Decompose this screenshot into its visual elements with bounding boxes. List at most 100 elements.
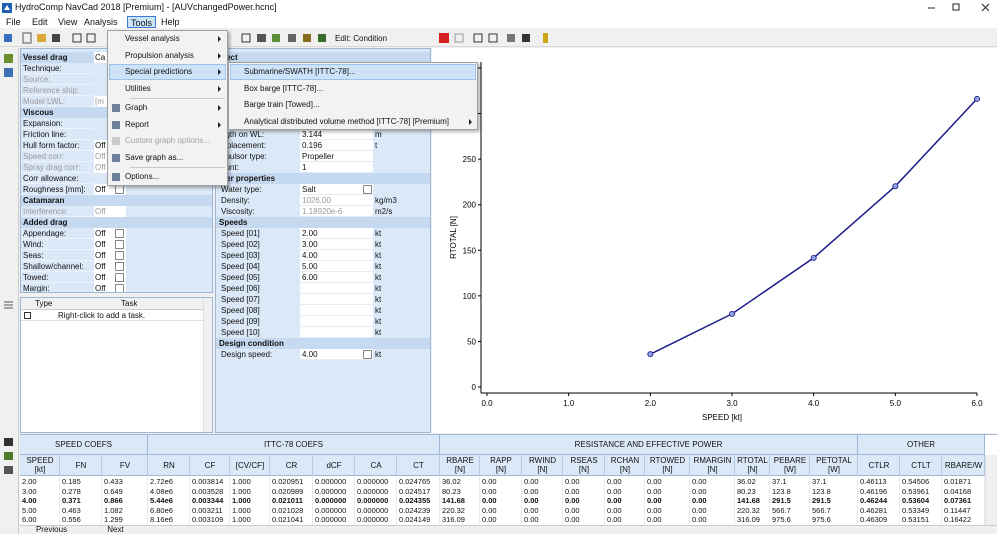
menu-item[interactable]: Graph <box>125 103 148 112</box>
menu-item[interactable]: Submarine/SWATH [ITTC-78]... <box>244 67 356 76</box>
menu-item[interactable]: Edit <box>32 17 48 27</box>
field-value[interactable]: 5.00 <box>302 262 318 271</box>
tool-icon[interactable] <box>507 34 515 42</box>
tool-icon[interactable] <box>86 33 96 43</box>
field-value[interactable]: 1.18920e-6 <box>302 207 343 216</box>
menu-item[interactable]: View <box>58 17 78 27</box>
menu-item[interactable]: Utilities <box>125 83 151 93</box>
tool-icon[interactable] <box>439 33 449 43</box>
field-value[interactable]: 3.144 <box>302 130 323 139</box>
field-value[interactable]: Off <box>94 250 126 261</box>
restore-button[interactable] <box>952 3 960 11</box>
field-value-box[interactable] <box>300 272 373 283</box>
dropdown-arrow[interactable] <box>115 273 124 282</box>
field-value-box[interactable] <box>300 305 373 316</box>
side-icon[interactable] <box>4 54 13 63</box>
dropdown-arrow[interactable] <box>363 350 372 359</box>
field-value[interactable]: 6.00 <box>302 273 318 282</box>
dropdown-arrow[interactable] <box>115 240 124 249</box>
field-value[interactable]: Off <box>94 228 126 239</box>
dropdown-arrow[interactable] <box>115 251 124 260</box>
field-value[interactable]: Off <box>94 261 126 272</box>
splitter-icon[interactable] <box>4 301 13 309</box>
menu-item[interactable]: Options... <box>125 172 160 181</box>
close-button[interactable] <box>981 3 990 12</box>
tool-icon[interactable] <box>4 34 12 42</box>
side-icon[interactable] <box>4 452 13 460</box>
tool-icon[interactable] <box>454 33 464 43</box>
tool-icon[interactable] <box>272 34 280 42</box>
menu-item[interactable]: File <box>6 17 21 27</box>
tool-icon[interactable] <box>522 34 530 42</box>
menu-item[interactable]: Barge train [Towed]... <box>244 100 320 109</box>
field-value[interactable]: 3.00 <box>302 240 318 249</box>
tool-icon[interactable] <box>318 34 326 42</box>
task-scrollbar[interactable] <box>203 298 212 432</box>
field-value-box[interactable] <box>300 184 373 195</box>
dropdown-arrow[interactable] <box>363 185 372 194</box>
task-checkbox[interactable] <box>24 312 31 319</box>
field-value[interactable]: Off <box>94 239 126 250</box>
tool-icon[interactable] <box>488 33 498 43</box>
menu-item[interactable]: Tools <box>127 16 157 28</box>
field-value-box[interactable] <box>300 151 373 162</box>
tool-icon[interactable] <box>22 32 32 44</box>
tool-icon[interactable] <box>473 33 483 43</box>
side-icon[interactable] <box>4 466 13 474</box>
field-value-box[interactable] <box>300 349 373 360</box>
field-value-box[interactable] <box>300 195 373 206</box>
field-value[interactable]: 4.00 <box>302 350 318 359</box>
field-value-box[interactable] <box>300 250 373 261</box>
field-value-box[interactable] <box>300 129 373 140</box>
field-value-box[interactable] <box>300 162 373 173</box>
menu-item[interactable]: Box barge [ITTC-78]... <box>244 83 324 93</box>
field-value-box[interactable] <box>300 228 373 239</box>
menu-item[interactable]: Help <box>161 17 180 27</box>
menu-item[interactable]: Report <box>125 119 150 129</box>
tool-icon[interactable] <box>52 34 60 42</box>
tool-icon[interactable] <box>72 33 82 43</box>
side-icon[interactable] <box>4 438 13 446</box>
menu-item[interactable]: Analytical distributed volume method [IT… <box>244 116 449 126</box>
tool-icon[interactable] <box>241 33 251 43</box>
field-value[interactable]: Off <box>94 283 126 292</box>
table-cell: 0.00 <box>645 515 690 525</box>
side-icon[interactable] <box>4 68 13 77</box>
field-value[interactable]: 0.196 <box>302 141 323 150</box>
field-value[interactable]: Off <box>94 184 126 195</box>
dropdown-arrow[interactable] <box>115 262 124 271</box>
field-value-box[interactable] <box>300 316 373 327</box>
menu-item[interactable]: Analysis <box>84 17 118 27</box>
field-value-box[interactable] <box>300 261 373 272</box>
tool-icon[interactable] <box>257 34 266 42</box>
field-value[interactable]: Propeller <box>302 152 335 161</box>
field-value[interactable]: 4.00 <box>302 251 318 260</box>
menu-item[interactable]: Save graph as... <box>125 152 184 162</box>
field-value-box[interactable] <box>300 327 373 338</box>
previous-button[interactable]: Previous <box>35 525 68 534</box>
next-button[interactable]: Next <box>107 525 124 534</box>
field-value[interactable]: 2.00 <box>302 229 318 238</box>
table-scrollbar[interactable] <box>985 455 997 534</box>
menu-item[interactable]: Propulsion analysis <box>125 50 194 60</box>
field-value-box[interactable] <box>300 239 373 250</box>
dropdown-arrow[interactable] <box>115 229 124 238</box>
tool-icon[interactable] <box>543 33 548 43</box>
field-value[interactable]: Off <box>94 272 126 283</box>
field-value-box[interactable] <box>300 294 373 305</box>
field-value[interactable]: Salt <box>302 185 316 194</box>
tool-icon[interactable] <box>303 34 311 42</box>
tool-icon[interactable] <box>288 34 296 42</box>
dropdown-arrow[interactable] <box>115 284 124 292</box>
field-value-box[interactable] <box>300 206 373 217</box>
menu-item[interactable]: Vessel analysis <box>125 34 180 43</box>
field-value-box[interactable] <box>300 283 373 294</box>
dropdown-arrow[interactable] <box>115 185 124 194</box>
menu-item[interactable]: Special predictions <box>125 67 193 76</box>
field-value-box[interactable] <box>300 140 373 151</box>
tool-icon[interactable] <box>37 34 46 42</box>
field-value[interactable]: 1 <box>302 163 307 172</box>
field-value[interactable]: 1026.00 <box>302 196 331 205</box>
field-label: Speed [03] <box>221 251 260 260</box>
field-value[interactable]: Off <box>94 206 126 217</box>
